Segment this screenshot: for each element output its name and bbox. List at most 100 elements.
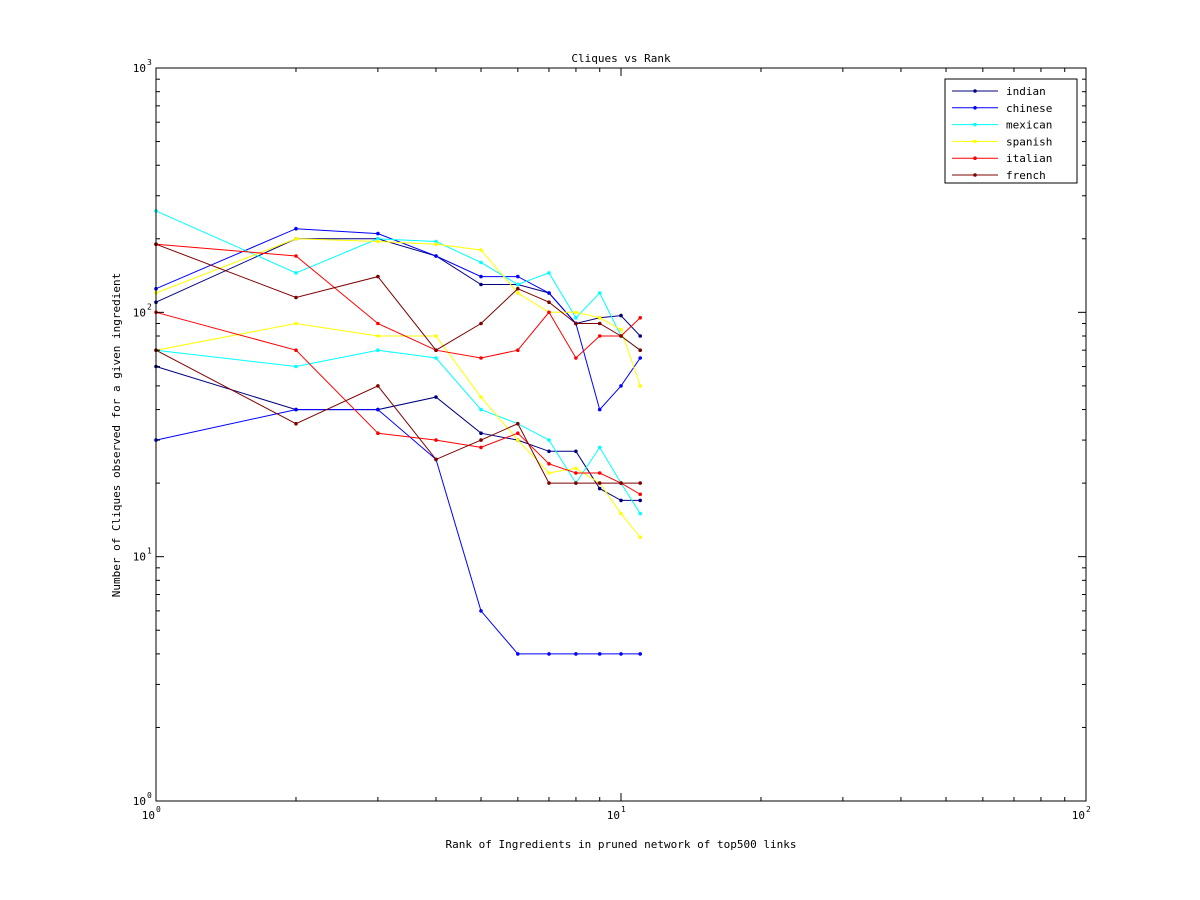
legend: indian chinese mexican spanish italian french	[944, 78, 1078, 184]
data-point-italian	[597, 471, 602, 475]
data-point-indian	[434, 395, 438, 399]
legend-swatch-marker	[973, 173, 977, 177]
data-point-chinese	[376, 407, 380, 412]
y-tick-label-exponent: 0	[147, 791, 152, 800]
x-tick-label: 10 0	[142, 805, 161, 822]
x-tick-label-exponent: 2	[1086, 805, 1091, 814]
data-point-chinese	[547, 652, 551, 656]
data-point-chinese	[516, 652, 520, 656]
data-point-spanish	[376, 239, 380, 244]
data-point-french	[619, 481, 623, 485]
data-point-italian	[574, 471, 578, 475]
data-point-mexican	[597, 445, 602, 450]
data-point-spanish	[434, 242, 438, 246]
data-point-mexican	[294, 271, 298, 275]
data-point-italian	[294, 348, 298, 353]
legend-entry-chinese: chinese	[952, 102, 1052, 115]
data-point-french	[516, 421, 520, 426]
data-point-indian	[638, 334, 642, 338]
data-point-spanish	[638, 384, 642, 388]
data-point-italian	[547, 310, 551, 315]
data-point-indian	[638, 498, 642, 503]
legend-entry-indian: indian	[952, 85, 1046, 98]
legend-label: french	[1006, 169, 1046, 182]
data-point-french	[294, 421, 298, 426]
x-axis-label: Rank of Ingredients in pruned network of…	[446, 838, 797, 851]
data-point-mexican	[376, 237, 380, 241]
x-tick-label: 10 1	[607, 805, 626, 822]
data-point-mexican	[294, 364, 298, 369]
data-point-french	[574, 481, 578, 485]
data-point-italian	[376, 431, 380, 436]
legend-label: italian	[1006, 152, 1052, 165]
data-point-french	[434, 457, 438, 462]
data-point-indian	[479, 282, 483, 287]
x-tick-label: 10 2	[1072, 805, 1091, 822]
data-point-spanish	[638, 535, 642, 540]
data-point-french	[547, 481, 551, 485]
data-point-chinese	[638, 356, 642, 360]
x-tick-label-base: 10	[142, 809, 155, 822]
data-point-indian	[479, 431, 483, 436]
data-point-spanish	[516, 438, 520, 442]
data-point-italian	[516, 431, 520, 436]
data-point-spanish	[434, 334, 438, 338]
data-point-mexican	[479, 260, 483, 265]
data-point-chinese	[294, 226, 298, 231]
plot-area	[156, 68, 1086, 801]
data-point-spanish	[376, 334, 380, 338]
data-point-italian	[574, 356, 578, 360]
data-point-french	[638, 348, 642, 353]
y-tick-label: 10 1	[133, 547, 152, 564]
data-point-chinese	[479, 274, 483, 279]
data-point-chinese	[597, 652, 602, 656]
legend-entry-italian: italian	[952, 152, 1052, 165]
series-chinese	[154, 226, 642, 656]
data-point-french	[597, 321, 602, 326]
legend-swatch-marker	[973, 122, 977, 127]
data-point-indian	[547, 449, 551, 454]
y-tick-label-exponent: 1	[147, 547, 152, 556]
legend-label: indian	[1006, 85, 1046, 98]
data-point-chinese	[574, 652, 578, 656]
x-tick-label-exponent: 1	[621, 805, 626, 814]
data-point-italian	[516, 348, 520, 353]
data-point-chinese	[376, 231, 380, 236]
legend-swatch-marker	[973, 106, 977, 110]
data-point-spanish	[619, 511, 623, 516]
data-point-mexican	[597, 291, 602, 295]
y-tick-label: 10 2	[133, 302, 152, 319]
data-point-spanish	[479, 395, 483, 399]
y-tick-label-base: 10	[133, 306, 146, 319]
series-french	[154, 242, 642, 485]
legend-label: spanish	[1006, 135, 1052, 148]
y-axis-label: Number of Cliques observed for a given i…	[110, 273, 123, 598]
data-point-french	[574, 321, 578, 326]
data-point-chinese	[516, 274, 520, 279]
data-point-spanish	[574, 466, 578, 471]
chart-title: Cliques vs Rank	[571, 52, 671, 65]
data-point-mexican	[516, 282, 520, 287]
data-point-mexican	[638, 511, 642, 516]
y-tick-label-exponent: 2	[147, 302, 152, 311]
data-point-chinese	[479, 609, 483, 613]
data-point-italian	[597, 334, 602, 338]
legend-entry-mexican: mexican	[952, 119, 1052, 132]
legend-label: mexican	[1006, 119, 1052, 132]
ticks-layer	[155, 68, 1086, 802]
data-point-french	[479, 321, 483, 326]
y-tick-label: 10 3	[133, 58, 152, 75]
data-point-chinese	[294, 407, 298, 412]
data-point-italian	[479, 445, 483, 450]
y-tick-label: 10 0	[133, 791, 152, 808]
data-point-french	[619, 334, 623, 338]
data-point-spanish	[597, 316, 602, 320]
data-point-italian	[638, 316, 642, 320]
data-point-mexican	[574, 316, 578, 320]
data-point-mexican	[434, 239, 438, 244]
data-point-french	[376, 384, 380, 388]
data-point-french	[638, 481, 642, 485]
data-point-spanish	[516, 291, 520, 295]
data-point-chinese	[597, 407, 602, 412]
data-point-mexican	[434, 356, 438, 360]
